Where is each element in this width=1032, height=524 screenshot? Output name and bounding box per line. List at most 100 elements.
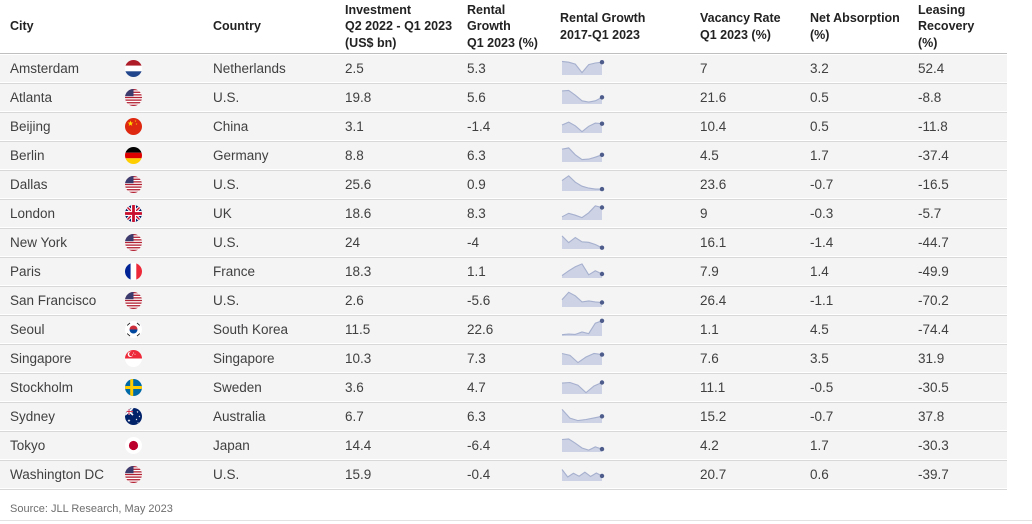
investment-cell: 2.6: [345, 293, 364, 308]
rental-growth-q1-cell: -4: [467, 235, 480, 250]
net-absorption-cell: -1.1: [810, 293, 834, 308]
net-absorption-cell: 1.4: [810, 264, 829, 279]
investment-cell: 19.8: [345, 90, 372, 105]
column-header-rental-growth-trend: Rental Growth 2017-Q1 2023: [560, 10, 700, 43]
rental-growth-q1-cell: 4.7: [467, 380, 486, 395]
city-cell: Amsterdam: [10, 61, 80, 76]
leasing-recovery-cell: -8.8: [918, 90, 942, 105]
vacancy-rate-cell: 9: [700, 206, 708, 221]
leasing-recovery-cell: -11.8: [918, 119, 948, 134]
leasing-recovery-cell: 37.8: [918, 409, 945, 424]
table-row: Sydney Australia 6.7 6.3 15.2 -0.7 37.8: [0, 403, 1007, 432]
country-cell: China: [213, 119, 249, 134]
column-header-vacancy-rate: Vacancy Rate Q1 2023 (%): [700, 10, 810, 43]
leasing-recovery-cell: -70.2: [918, 293, 949, 308]
rental-growth-trend-cell: [560, 173, 700, 196]
net-absorption-cell: -0.7: [810, 409, 834, 424]
table-row: New York U.S. 24 -4 16.1 -1.4 -44.7: [0, 229, 1007, 258]
net-absorption-cell: 1.7: [810, 148, 829, 163]
rental-growth-sparkline: [560, 57, 606, 77]
city-cell: Atlanta: [10, 90, 53, 105]
investment-cell: 6.7: [345, 409, 364, 424]
rental-growth-q1-cell: -6.4: [467, 438, 491, 453]
country-flag-icon: [125, 292, 142, 309]
investment-cell: 8.8: [345, 148, 364, 163]
column-header-label: Vacancy Rate: [700, 11, 781, 25]
vacancy-rate-cell: 21.6: [700, 90, 727, 105]
country-flag-icon: [125, 321, 142, 338]
rental-growth-q1-cell: 5.6: [467, 90, 486, 105]
city-cell: New York: [10, 235, 68, 250]
rental-growth-trend-cell: [560, 115, 700, 138]
country-flag-icon: [125, 89, 142, 106]
net-absorption-cell: 0.5: [810, 119, 829, 134]
net-absorption-cell: 1.7: [810, 438, 829, 453]
column-header-country: Country: [213, 18, 345, 35]
rental-growth-sparkline: [560, 463, 606, 483]
table-row: London UK 18.6 8.3 9 -0.3 -5.7: [0, 200, 1007, 229]
rental-growth-q1-cell: -1.4: [467, 119, 491, 134]
vacancy-rate-cell: 4.2: [700, 438, 719, 453]
country-flag-icon: [125, 60, 142, 77]
vacancy-rate-cell: 10.4: [700, 119, 727, 134]
vacancy-rate-cell: 26.4: [700, 293, 727, 308]
flag-cell: [125, 321, 213, 338]
flag-cell: [125, 205, 213, 222]
vacancy-rate-cell: 16.1: [700, 235, 727, 250]
flag-cell: [125, 408, 213, 425]
country-cell: U.S.: [213, 90, 240, 105]
net-absorption-cell: -0.7: [810, 177, 834, 192]
rental-growth-trend-cell: [560, 376, 700, 399]
rental-growth-sparkline: [560, 434, 606, 454]
rental-growth-sparkline: [560, 260, 606, 280]
rental-growth-sparkline: [560, 115, 606, 135]
country-cell: South Korea: [213, 322, 289, 337]
rental-growth-sparkline: [560, 86, 606, 106]
bottom-divider: [0, 520, 1032, 521]
table-row: Singapore Singapore 10.3 7.3 7.6 3.5 31.…: [0, 345, 1007, 374]
investment-cell: 10.3: [345, 351, 372, 366]
net-absorption-cell: 4.5: [810, 322, 829, 337]
column-header-leasing-recovery: Leasing Recovery (%): [918, 2, 1007, 52]
country-flag-icon: [125, 176, 142, 193]
flag-cell: [125, 147, 213, 164]
investment-cell: 3.1: [345, 119, 364, 134]
rental-growth-trend-cell: [560, 86, 700, 109]
rental-growth-q1-cell: -5.6: [467, 293, 491, 308]
flag-cell: [125, 60, 213, 77]
country-cell: U.S.: [213, 293, 240, 308]
country-cell: U.S.: [213, 235, 240, 250]
column-header-city: City: [0, 18, 125, 35]
city-cell: London: [10, 206, 56, 221]
country-flag-icon: [125, 379, 142, 396]
rental-growth-sparkline: [560, 405, 606, 425]
flag-cell: [125, 437, 213, 454]
country-flag-icon: [125, 350, 142, 367]
city-cell: Stockholm: [10, 380, 74, 395]
country-cell: Germany: [213, 148, 269, 163]
investment-cell: 2.5: [345, 61, 364, 76]
rental-growth-trend-cell: [560, 347, 700, 370]
leasing-recovery-cell: 31.9: [918, 351, 945, 366]
rental-growth-trend-cell: [560, 144, 700, 167]
rental-growth-sparkline: [560, 376, 606, 396]
leasing-recovery-cell: 52.4: [918, 61, 945, 76]
table-body: Amsterdam Netherlands 2.5 5.3 7 3.2 52.4…: [0, 55, 1007, 490]
rental-growth-sparkline: [560, 318, 606, 338]
vacancy-rate-cell: 23.6: [700, 177, 727, 192]
leasing-recovery-cell: -30.5: [918, 380, 949, 395]
rental-growth-trend-cell: [560, 231, 700, 254]
vacancy-rate-cell: 15.2: [700, 409, 727, 424]
rental-growth-sparkline: [560, 289, 606, 309]
investment-cell: 11.5: [345, 322, 371, 337]
column-header-label: Q2 2022 - Q1 2023: [345, 19, 453, 34]
rental-growth-trend-cell: [560, 202, 700, 225]
column-header-label: (%): [918, 35, 938, 50]
vacancy-rate-cell: 11.1: [700, 380, 726, 395]
leasing-recovery-cell: -37.4: [918, 148, 949, 163]
table-row: Beijing China 3.1 -1.4 10.4 0.5 -11.8: [0, 113, 1007, 142]
leasing-recovery-cell: -16.5: [918, 177, 949, 192]
country-cell: Australia: [213, 409, 266, 424]
rental-growth-q1-cell: -0.4: [467, 467, 491, 482]
country-cell: Sweden: [213, 380, 262, 395]
